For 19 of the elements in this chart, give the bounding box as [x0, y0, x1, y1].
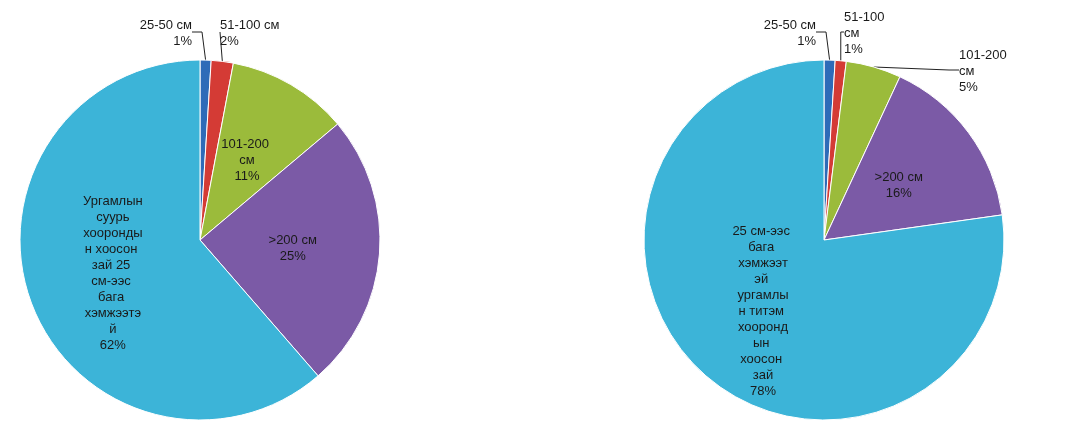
slice-label: 101-200 см — [221, 136, 273, 168]
data-label: 11% — [234, 168, 260, 184]
data-label: 1% — [797, 32, 817, 48]
data-label: 1% — [173, 32, 193, 48]
category-label: 25 см-ээс бага хэмжээтэй ургамлын титэм хоорондын хоосон зай — [732, 222, 790, 382]
data-label: 5% — [959, 78, 979, 94]
slice-label: 25-50 см — [763, 16, 817, 32]
slice-label: 51-100 см — [220, 16, 280, 32]
data-label: 16% — [885, 185, 913, 201]
data-label: 62% — [99, 337, 127, 353]
slice-label: 101-200 см — [959, 46, 1011, 78]
data-label: 78% — [749, 382, 777, 398]
slice-label: 51-100 см — [844, 8, 889, 40]
data-label: 25% — [279, 247, 307, 263]
category-label: Ургамлын суурь хоорондын хоосон зай 25 см-ээс бага хэмжээтэй — [83, 193, 143, 337]
data-label: 1% — [844, 40, 864, 56]
slice-label: 25-50 см — [139, 16, 193, 32]
slice-label: >200 см — [874, 169, 923, 185]
slice-label: >200 см — [268, 231, 317, 247]
